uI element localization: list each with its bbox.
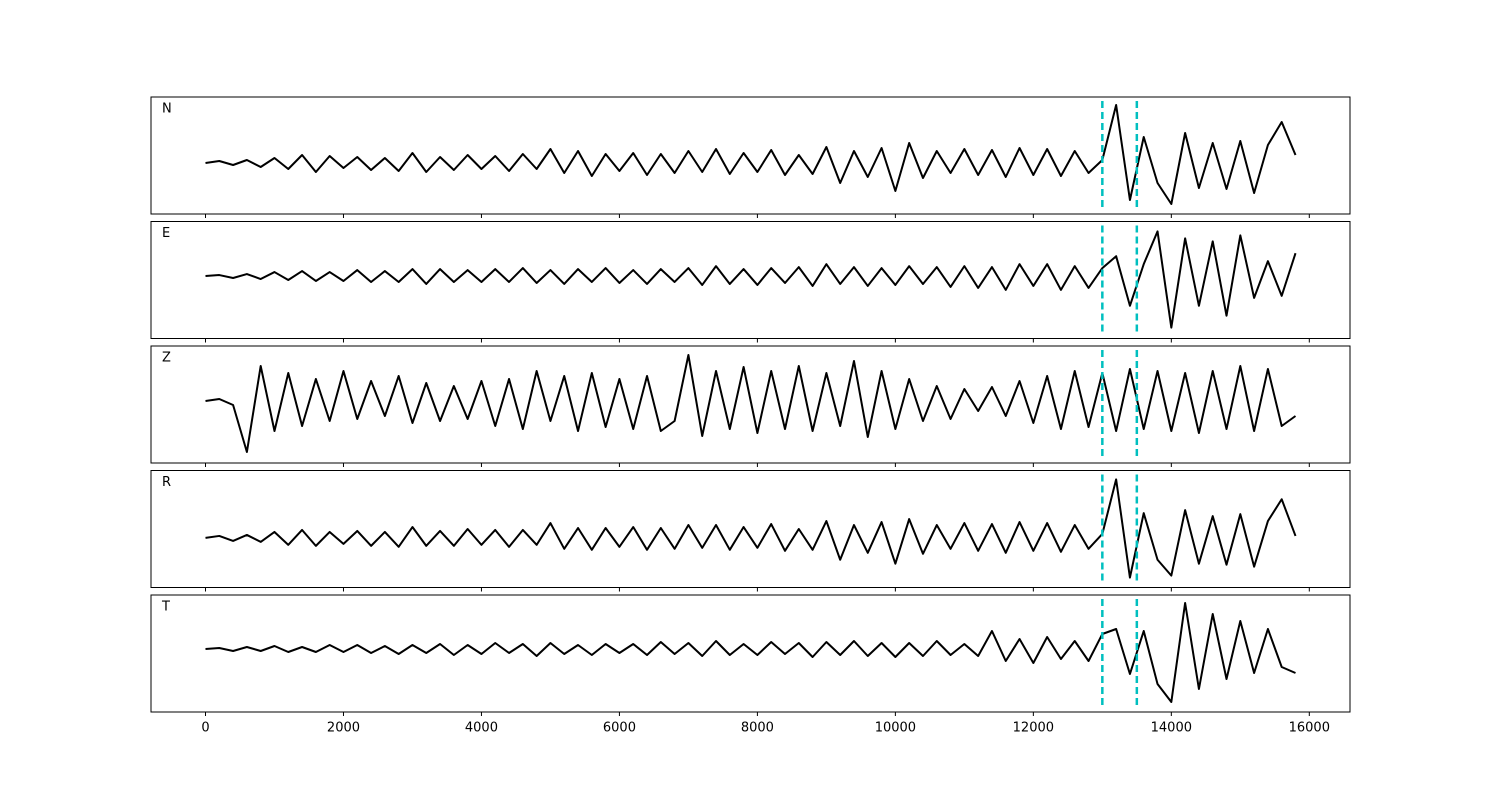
panel-frame	[150, 96, 1351, 215]
panel-label: T	[161, 600, 170, 615]
x-tick-label: 12000	[1013, 721, 1054, 736]
x-tick-label: 14000	[1151, 721, 1192, 736]
panel-frame	[150, 221, 1351, 339]
x-tick-label: 6000	[603, 721, 636, 736]
panel-label: N	[162, 102, 172, 117]
x-tick-label: 10000	[875, 721, 916, 736]
panel-frame	[150, 594, 1351, 713]
trace	[205, 104, 1297, 205]
panel-label: Z	[162, 351, 171, 366]
trace	[205, 602, 1296, 703]
trace	[205, 354, 1297, 453]
x-tick-label: 16000	[1289, 721, 1330, 736]
x-tick-label: 8000	[741, 721, 774, 736]
x-tick-label: 2000	[327, 721, 360, 736]
x-tick-label: 0	[201, 721, 209, 736]
panel-label: R	[162, 475, 171, 490]
trace	[205, 230, 1297, 329]
trace	[205, 478, 1297, 579]
panel-frame	[150, 345, 1351, 464]
x-tick-label: 4000	[465, 721, 498, 736]
panel-frame	[150, 470, 1351, 588]
panel-label: E	[162, 226, 170, 241]
